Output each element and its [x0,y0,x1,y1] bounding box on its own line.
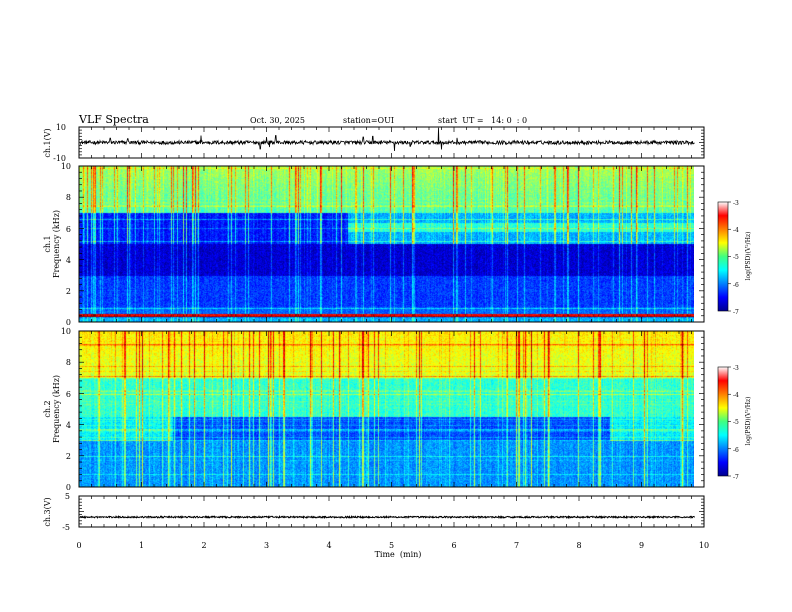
ch2-spec-ytick-6: 6 [66,390,71,399]
ch2-spec-ytick-4: 4 [66,421,71,430]
ch1-colorbar: -3 -4 -5 -6 -7 log(PSD)(V²/Hz) [717,200,752,316]
ch2-spec-ytick-8: 8 [66,358,71,367]
ch2-colorbar-label: log(PSD)(V²/Hz) [745,397,752,446]
ch2-colorbar-gradient [717,366,729,477]
ch1-ytick-bottom: -10 [53,154,66,163]
ch2-spectrogram-panel: 0 2 4 6 8 10 ch.2 Frequency (kHz) [43,327,705,492]
xtick-label-1: 1 [139,541,144,550]
ch2-spec-ytick-0: 0 [66,483,71,492]
ch2-spectrogram-image [79,331,694,487]
ch2-cbar-tick-m3: -3 [733,365,739,372]
xtick-label-4: 4 [326,541,331,550]
ch2-spec-ylabel-channel: ch.2 [43,400,52,417]
station-label: station=OUI [343,116,394,125]
ch2-cbar-tick-m5: -5 [733,419,739,426]
ch3-waveform-ylabel: ch.3(V) [43,497,52,526]
ch2-cbar-tick-m4: -4 [733,392,739,399]
ch1-spec-ytick-10: 10 [61,162,71,171]
ch3-ytick-bottom: -5 [62,523,70,532]
ch1-ytick-top: 10 [56,123,66,132]
ch1-colorbar-gradient [717,201,729,312]
ch1-spectrogram-panel: 0 2 4 6 8 10 ch.1 Frequency (kHz) [43,162,705,327]
xtick-label-10: 10 [699,541,709,550]
x-axis-label: Time (min) [375,550,422,559]
ch2-spec-ytick-10: 10 [61,327,71,336]
ch3-waveform-trace [79,514,695,520]
ch1-spectrogram-ticks [78,165,705,323]
ch1-spectrogram-image [79,166,694,322]
ch2-colorbar: -3 -4 -5 -6 -7 log(PSD)(V²/Hz) [717,365,752,481]
ch2-spec-ylabel-frequency: Frequency (kHz) [52,375,61,443]
ch1-cbar-tick-m5: -5 [733,254,739,261]
ch1-spec-ytick-0: 0 [66,318,71,327]
ch1-spec-ylabel-frequency: Frequency (kHz) [52,210,61,278]
ch1-colorbar-label: log(PSD)(V²/Hz) [745,232,752,281]
ch1-cbar-tick-m6: -6 [733,282,739,289]
ch1-cbar-tick-m7: -7 [733,309,739,316]
ch1-spec-ytick-2: 2 [66,287,71,296]
xtick-label-3: 3 [264,541,269,550]
xtick-label-7: 7 [514,541,519,550]
xtick-label-2: 2 [201,541,206,550]
ch1-cbar-tick-m3: -3 [733,200,739,207]
xtick-label-0: 0 [76,541,81,550]
date-label: Oct. 30, 2025 [250,116,305,125]
ch1-spec-ytick-8: 8 [66,193,71,202]
ch1-colorbar-ticks [728,201,731,312]
ch2-colorbar-ticks [728,366,731,477]
xtick-label-6: 6 [451,541,456,550]
ch2-spectrogram-ticks [78,330,705,488]
x-axis: 0 1 2 3 4 5 6 7 8 9 10 Time (min) [76,541,709,559]
ch2-cbar-tick-m6: -6 [733,447,739,454]
ch1-spec-ytick-4: 4 [66,256,71,265]
xtick-label-5: 5 [389,541,394,550]
ch2-spec-ytick-2: 2 [66,452,71,461]
ch1-spec-ylabel-channel: ch.1 [43,235,52,252]
ch1-waveform-ylabel: ch.1(V) [43,128,52,157]
ch1-waveform-panel: 10 -10 ch.1(V) [43,123,705,163]
xtick-label-9: 9 [639,541,644,550]
ch3-waveform-panel: 5 -5 ch.3(V) [43,492,705,532]
ch1-cbar-tick-m4: -4 [733,227,739,234]
ch1-waveform-ticks [78,126,705,159]
ch3-waveform-ticks [78,495,705,528]
ch1-spec-ytick-6: 6 [66,225,71,234]
ch1-waveform-trace [79,127,695,152]
figure-title: VLF Spectra [78,113,149,126]
ch2-cbar-tick-m7: -7 [733,474,739,481]
start-time-label: start UT = 14: 0 : 0 [438,116,527,125]
ch3-ytick-top: 5 [65,492,70,501]
xtick-label-8: 8 [576,541,581,550]
